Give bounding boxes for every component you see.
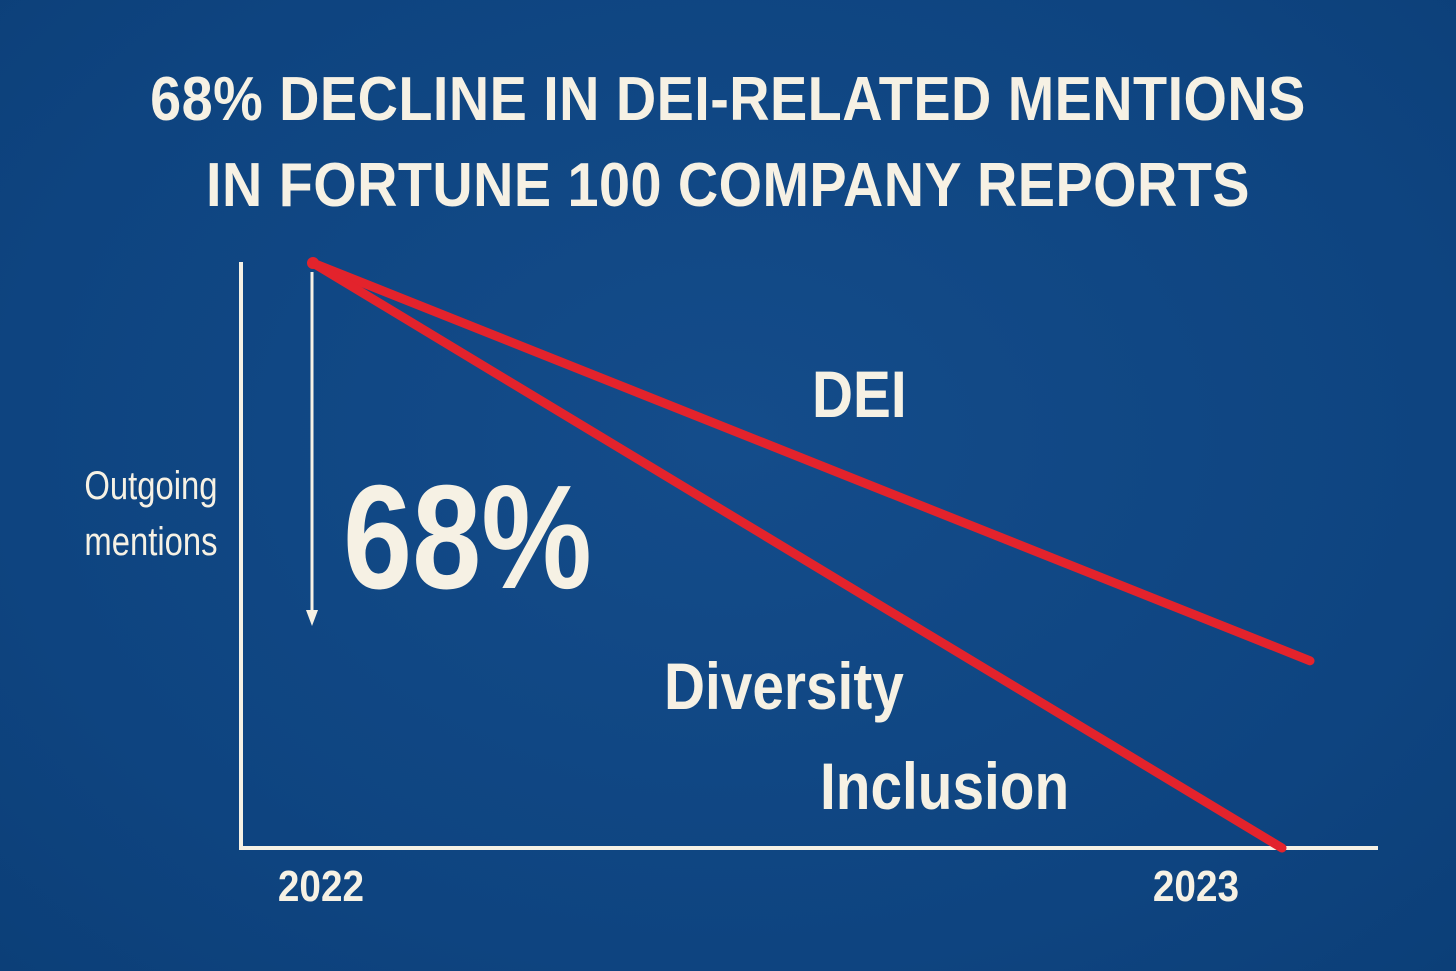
y-axis-label: Outgoing mentions bbox=[84, 458, 218, 570]
decline-arrow bbox=[306, 272, 318, 626]
decline-arrow-head bbox=[306, 610, 318, 626]
series-line-diversity bbox=[308, 258, 1287, 853]
series-label-dei: DEI bbox=[812, 357, 907, 431]
x-tick-label-2023: 2023 bbox=[1152, 862, 1240, 911]
y-axis-label-line-1: Outgoing bbox=[84, 464, 218, 508]
x-tick-label-2022: 2022 bbox=[277, 862, 365, 911]
series-label-inclusion: Inclusion bbox=[820, 749, 1070, 823]
series-label-diversity: Diversity bbox=[664, 649, 904, 723]
decline-percentage-label: 68% bbox=[343, 455, 592, 620]
series-line-dei bbox=[308, 258, 1315, 666]
chart-title-line-2: IN FORTUNE 100 COMPANY REPORTS bbox=[206, 151, 1250, 220]
y-axis-label-line-2: mentions bbox=[84, 520, 218, 564]
start-point-2022 bbox=[307, 257, 319, 269]
chart-title-line-1: 68% DECLINE IN DEI-RELATED MENTIONS bbox=[150, 65, 1306, 134]
series-lines bbox=[307, 257, 1315, 853]
